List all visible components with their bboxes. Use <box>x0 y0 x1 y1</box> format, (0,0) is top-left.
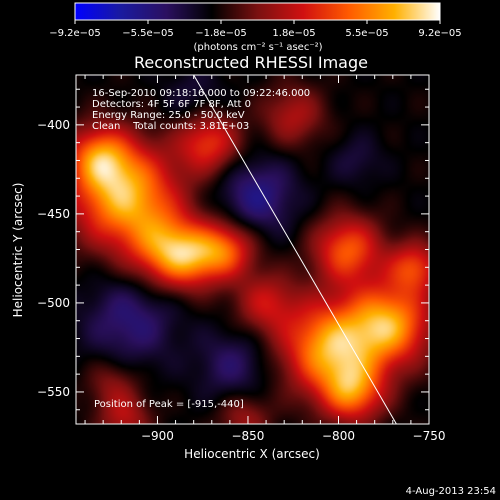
colorbar-tick-label: 1.8e−05 <box>272 28 315 39</box>
y-tick-label: −400 <box>37 118 70 132</box>
colorbar-units-label: (photons cm⁻² s⁻¹ asec⁻²) <box>193 42 322 53</box>
heatmap-image <box>76 75 429 424</box>
colorbar-tick-label: 5.5e−05 <box>345 28 388 39</box>
colorbar-ticks: −9.2e−05 −5.5e−05 −1.8e−05 1.8e−05 5.5e−05 9.… <box>49 20 462 39</box>
colorbar-tick-label: −5.5e−05 <box>122 28 174 39</box>
x-tick-label: −850 <box>231 429 264 443</box>
peak-position-label: Position of Peak = [-915,-440] <box>94 399 244 410</box>
annotation-detectors: Detectors: 4F 5F 6F 7F 8F, Att 0 <box>92 99 251 110</box>
colorbar-tick-label: −9.2e−05 <box>49 28 101 39</box>
x-tick-label: −750 <box>413 429 446 443</box>
annotation-time-range: 16-Sep-2010 09:18:16.000 to 09:22:46.000 <box>92 88 310 99</box>
limb-line <box>193 74 397 425</box>
chart-title: Reconstructed RHESSI Image <box>134 53 368 72</box>
y-axis-label: Heliocentric Y (arcsec) <box>11 183 25 318</box>
y-tick-label: −450 <box>37 207 70 221</box>
annotation-total-counts: Clean Total counts: 3.81E+03 <box>92 121 249 132</box>
x-axis-label: Heliocentric X (arcsec) <box>184 447 320 461</box>
colorbar-tick-label: 9.2e−05 <box>418 28 461 39</box>
footer-date: 4-Aug-2013 23:54 <box>406 486 496 497</box>
colorbar: −9.2e−05 −5.5e−05 −1.8e−05 1.8e−05 5.5e−05 9.… <box>49 2 462 53</box>
colorbar-tick-label: −1.8e−05 <box>195 28 247 39</box>
annotation-block: 16-Sep-2010 09:18:16.000 to 09:22:46.000… <box>92 88 310 132</box>
y-tick-label: −550 <box>37 385 70 399</box>
plot-area: 16-Sep-2010 09:18:16.000 to 09:22:46.000… <box>37 74 445 443</box>
colorbar-gradient <box>74 2 441 21</box>
x-tick-label: −900 <box>141 429 174 443</box>
axis-ticks: −900 −850 −800 −750 −400 −450 −500 −550 <box>37 75 445 443</box>
y-tick-label: −500 <box>37 296 70 310</box>
x-tick-label: −800 <box>322 429 355 443</box>
annotation-energy-range: Energy Range: 25.0 - 50.0 keV <box>92 110 245 121</box>
